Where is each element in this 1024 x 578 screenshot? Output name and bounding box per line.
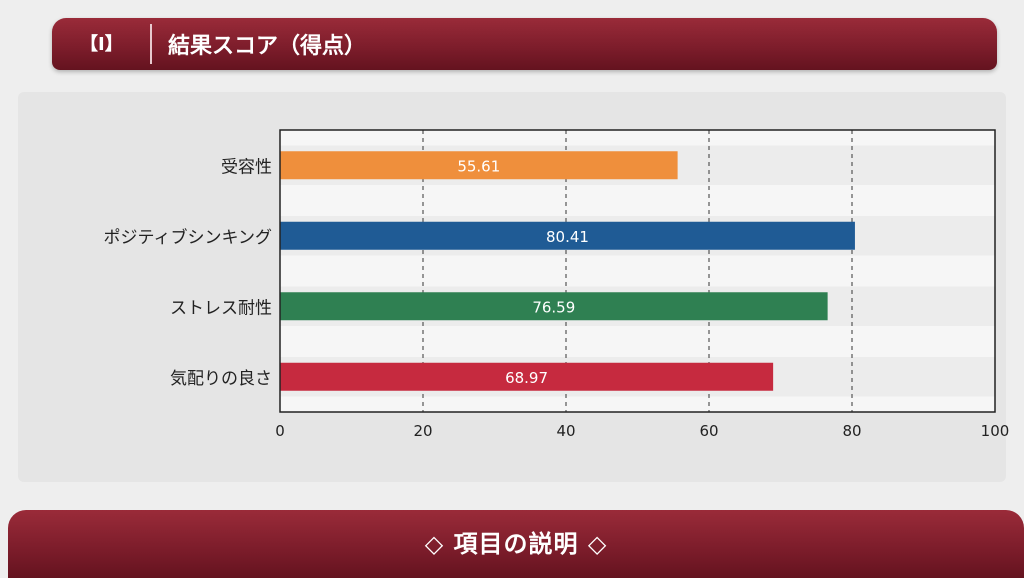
category-label: ストレス耐性 [170,298,272,318]
bar [280,292,828,321]
category-label: 気配りの良さ [170,369,272,389]
bar-value-label: 80.41 [546,228,589,246]
section-header: 【Ⅰ】 結果スコア（得点） [52,18,997,70]
plot-border [279,129,996,413]
bar [280,362,774,391]
category-label: ポジティブシンキング [104,227,272,248]
bar-value-label: 55.61 [457,157,500,175]
x-tick-label: 100 [981,422,1010,440]
bar-value-label: 68.97 [505,369,548,387]
header-divider [150,24,152,64]
x-tick-label: 80 [842,422,861,440]
x-tick-label: 40 [556,422,575,440]
footer-title: ◇ 項目の説明 ◇ [424,530,608,558]
x-tick-label: 60 [699,422,718,440]
x-tick-label: 0 [275,422,285,440]
section-footer: ◇ 項目の説明 ◇ [8,510,1024,578]
bar-value-label: 76.59 [532,298,575,316]
section-number: 【Ⅰ】 [80,34,123,55]
category-label: 受容性 [221,157,272,177]
bar [280,221,855,250]
bar [280,151,678,180]
section-title: 結果スコア（得点） [168,34,367,59]
x-tick-label: 20 [413,422,432,440]
